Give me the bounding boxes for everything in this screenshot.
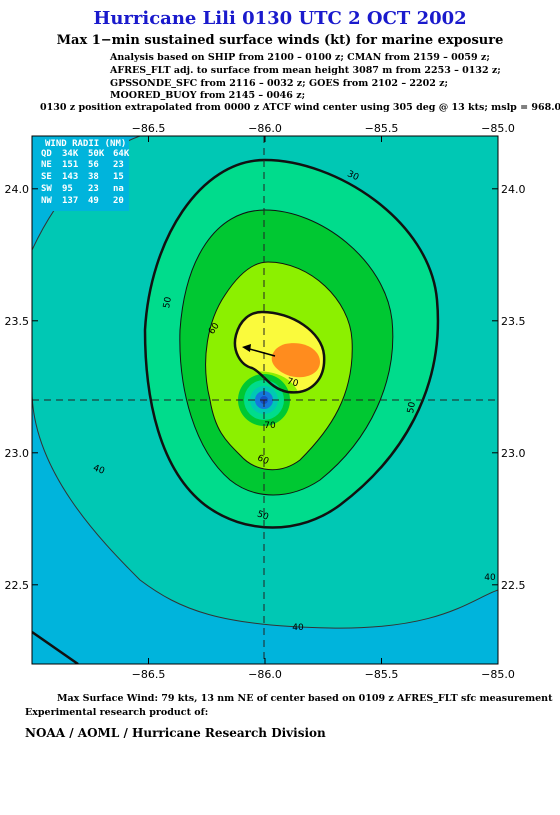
wind-radii-cell: 137 bbox=[62, 196, 78, 206]
x-tick-label-top: −85.0 bbox=[481, 122, 515, 135]
y-tick-label-right: 24.0 bbox=[501, 183, 526, 196]
outer-contour-line-2 bbox=[32, 389, 498, 629]
analysis-line-4: MOORED_BUOY from 2145 – 0046 z; bbox=[110, 90, 306, 101]
y-tick-label-right: 23.0 bbox=[501, 447, 526, 460]
storm-motion-arrowhead bbox=[242, 344, 251, 352]
x-tick-label-top: −86.5 bbox=[132, 122, 166, 135]
wind-radii-cell: 15 bbox=[113, 172, 124, 182]
wind-radii-table: WIND RADII (NM)QD 34K 50K 64K NE 151 56 23 SE 143… bbox=[41, 139, 130, 206]
wind-radii-cell: 23 bbox=[88, 184, 99, 194]
y-tick-label-left: 22.5 bbox=[5, 579, 30, 592]
analysis-line-1: Analysis based on SHIP from 2100 – 0100 … bbox=[110, 52, 490, 63]
contour-label: 60 bbox=[256, 453, 271, 467]
wind-radii-header: 50K bbox=[88, 149, 105, 159]
wind-radii-table-bg bbox=[33, 137, 129, 211]
product-note: Experimental research product of: bbox=[25, 707, 209, 718]
contour-60-line bbox=[205, 261, 353, 471]
storm-motion-arrow bbox=[245, 347, 276, 357]
wind-radii-cell: SW bbox=[41, 184, 52, 194]
wind-radii-cell: 23 bbox=[113, 160, 124, 170]
contour-label: 30 bbox=[346, 169, 361, 183]
y-tick-label-right: 22.5 bbox=[501, 579, 526, 592]
wind-radii-cell: na bbox=[113, 184, 124, 194]
wind-radii-title: WIND RADII (NM) bbox=[45, 139, 126, 149]
wind-radii-cell: SE bbox=[41, 172, 52, 182]
wind-radii-cell: 20 bbox=[113, 196, 124, 206]
contour-max-fill bbox=[271, 343, 320, 378]
contour-label: 70 bbox=[264, 421, 276, 431]
y-tick-label-right: 23.5 bbox=[501, 315, 526, 328]
y-tick-label-left: 23.5 bbox=[5, 315, 30, 328]
x-tick-label-bottom: −85.5 bbox=[365, 668, 399, 681]
contour-label: 50 bbox=[406, 401, 418, 414]
analysis-line-3: GPSSONDE_SFC from 2116 – 0032 z; GOES fr… bbox=[110, 78, 449, 89]
contour-label: 70 bbox=[286, 377, 300, 390]
wind-radii-header: 34K bbox=[62, 149, 79, 159]
contour-30-line bbox=[143, 158, 440, 529]
max-wind-note: Max Surface Wind: 79 kts, 13 nm NE of ce… bbox=[57, 693, 553, 704]
contour-label: 40 bbox=[92, 463, 106, 476]
organization: NOAA / AOML / Hurricane Research Divisio… bbox=[25, 726, 326, 740]
wind-radii-cell: 95 bbox=[62, 184, 73, 194]
wind-radii-cell: 49 bbox=[88, 196, 99, 206]
wind-radii-cell: 56 bbox=[88, 160, 99, 170]
wind-radii-cell: 151 bbox=[62, 160, 78, 170]
position-line: 0130 z position extrapolated from 0000 z… bbox=[40, 102, 560, 113]
x-tick-label-top: −86.0 bbox=[248, 122, 282, 135]
contour-50-line bbox=[179, 209, 394, 496]
wind-radii-cell: 143 bbox=[62, 172, 78, 182]
x-tick-label-bottom: −85.0 bbox=[481, 668, 515, 681]
x-tick-label-top: −85.5 bbox=[365, 122, 399, 135]
y-tick-label-left: 24.0 bbox=[5, 183, 30, 196]
x-tick-label-bottom: −86.5 bbox=[132, 668, 166, 681]
wind-radii-cell: NW bbox=[41, 196, 52, 206]
contour-label: 50 bbox=[256, 509, 270, 522]
contour-label: 50 bbox=[162, 296, 174, 309]
y-tick-label-left: 23.0 bbox=[5, 447, 30, 460]
chart-title: Hurricane Lili 0130 UTC 2 OCT 2002 bbox=[93, 8, 467, 29]
y-axis-ticks: 24.0 24.0 23.5 23.5 23.0 23.0 22.5 22.5 bbox=[5, 183, 526, 592]
contour-label: 40 bbox=[484, 573, 496, 583]
wind-radii-cell: NE bbox=[41, 160, 52, 170]
x-tick-label-bottom: −86.0 bbox=[248, 668, 282, 681]
chart-subtitle: Max 1−min sustained surface winds (kt) f… bbox=[56, 33, 504, 48]
corner-contour-line bbox=[32, 630, 79, 664]
analysis-line-2: AFRES_FLT adj. to surface from mean heig… bbox=[110, 65, 501, 76]
contour-label: 40 bbox=[292, 623, 304, 633]
contour-70-line bbox=[233, 310, 326, 394]
x-axis-ticks: −86.5 −86.5 −86.0 −86.0 −85.5 −85.5 −85.0 −85.0 bbox=[132, 122, 515, 681]
wind-radii-header: QD bbox=[41, 149, 52, 159]
wind-radii-header: 64K bbox=[113, 149, 130, 159]
wind-radii-cell: 38 bbox=[88, 172, 99, 182]
